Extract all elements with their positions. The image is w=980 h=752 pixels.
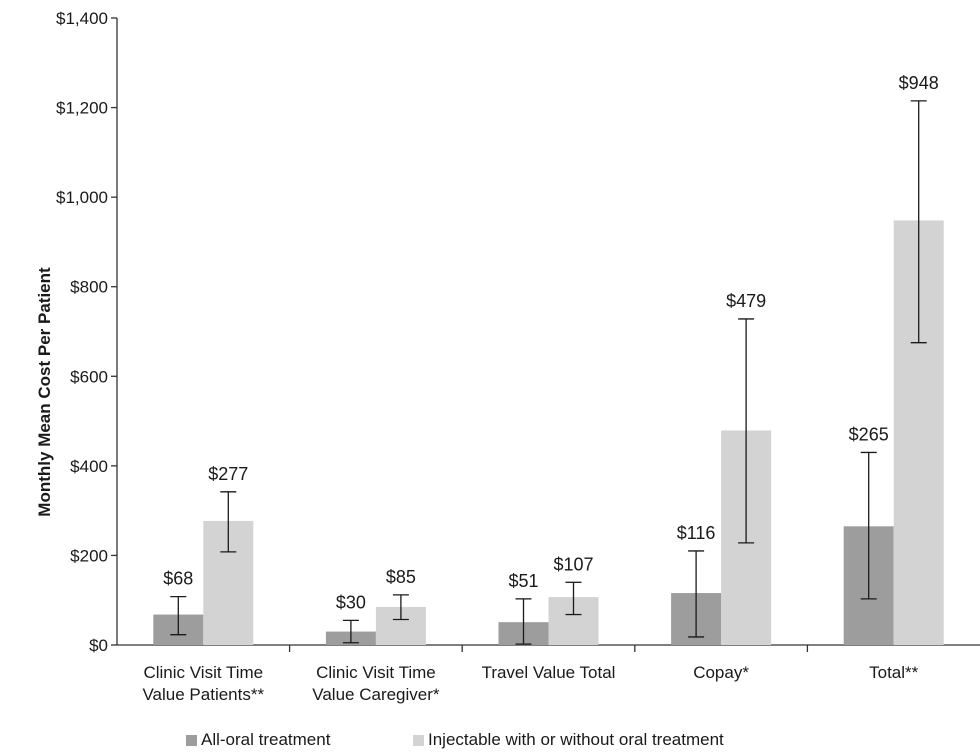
data-label: $265 [849,424,889,444]
y-tick-label: $0 [89,636,108,655]
x-axis: Clinic Visit Time Value Patients**Clinic … [117,644,980,704]
data-label: $30 [336,592,366,612]
x-category-label: Copay* [693,663,749,682]
legend: All-oral treatment Injectable with or wit… [186,730,724,749]
y-tick-label: $800 [70,278,108,297]
y-tick-label: $1,400 [56,9,108,28]
y-tick-label: $400 [70,457,108,476]
x-category-label-line: Travel Value Total [482,663,616,682]
data-label: $68 [163,569,193,589]
legend-label: All-oral treatment [201,730,331,749]
x-category-label-line: Clinic Visit Time [143,663,263,682]
data-labels: $68 $30 $51 $116 $265 $277 $85 $107 $479 $948 [163,73,938,613]
data-label: $479 [726,291,766,311]
x-category-label: Total** [869,663,919,682]
legend-swatch [413,735,424,746]
x-category-label-line: Copay* [693,663,749,682]
y-tick-label: $1,200 [56,99,108,118]
x-category-label-line: Total** [869,663,919,682]
x-category-label: Clinic Visit Time Value Caregiver* [312,663,440,704]
x-category-label-line: Value Caregiver* [312,685,440,704]
y-axis: $0 $200 $400 $600 $800 $1,000 $1,200 $1,400 [56,9,118,655]
data-label: $277 [208,464,248,484]
x-category-label-line: Value Patients** [142,685,264,704]
data-label: $85 [386,567,416,587]
y-tick-label: $1,000 [56,188,108,207]
data-label: $116 [677,523,716,543]
bars [153,220,944,645]
x-category-label-line: Clinic Visit Time [316,663,436,682]
y-tick-label: $600 [70,367,108,386]
y-axis-title: Monthly Mean Cost Per Patient [35,267,54,517]
x-category-label: Clinic Visit Time Value Patients** [142,663,264,704]
data-label: $107 [553,554,593,574]
x-category-label: Travel Value Total [482,663,616,682]
legend-label: Injectable with or without oral treatmen… [428,730,724,749]
legend-swatch [186,735,197,746]
data-label: $948 [899,73,939,93]
error-bars [170,100,927,645]
y-tick-label: $200 [70,546,108,565]
data-label: $51 [508,571,538,591]
